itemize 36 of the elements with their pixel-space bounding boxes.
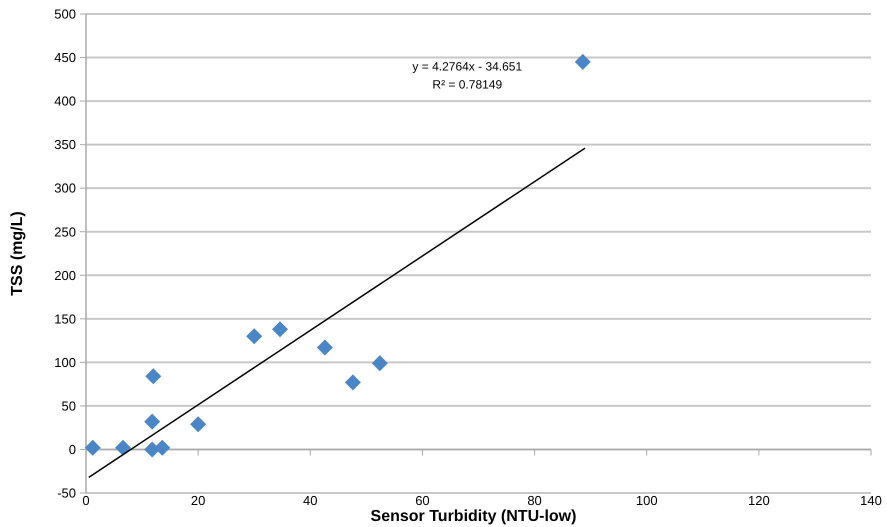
x-tick-label: 0 bbox=[82, 493, 90, 508]
y-tick-label: 300 bbox=[54, 180, 76, 196]
y-tick-label: 150 bbox=[54, 311, 76, 326]
y-tick-label: 450 bbox=[54, 50, 76, 66]
point bbox=[144, 414, 160, 430]
y-tick-label: 250 bbox=[54, 224, 76, 240]
point bbox=[272, 321, 288, 338]
point bbox=[84, 440, 101, 456]
x-axis-title: Sensor Turbidity (NTU-low) bbox=[370, 508, 576, 525]
x-tick-label: 80 bbox=[527, 493, 542, 508]
y-tick-label: 350 bbox=[54, 137, 76, 152]
point bbox=[372, 355, 388, 372]
y-axis-title: TSS (mg/L) bbox=[9, 211, 26, 296]
point bbox=[190, 416, 206, 432]
y-tick-label: 200 bbox=[54, 268, 76, 283]
y-tick-label: 400 bbox=[54, 94, 76, 109]
x-tick-label: 20 bbox=[190, 493, 206, 508]
point bbox=[154, 440, 170, 456]
x-tick-label: 60 bbox=[415, 493, 430, 508]
y-tick-label: 500 bbox=[54, 6, 76, 22]
point bbox=[574, 54, 591, 70]
point bbox=[344, 374, 361, 390]
point bbox=[316, 340, 333, 356]
point bbox=[145, 368, 162, 384]
y-tick-label: -50 bbox=[57, 486, 76, 501]
annotation: y = 4.2764x - 34.651 bbox=[412, 60, 522, 74]
point bbox=[246, 328, 262, 344]
y-tick-label: 0 bbox=[68, 442, 76, 458]
x-tick-label: 140 bbox=[860, 493, 882, 508]
annotation: R² = 0.78149 bbox=[432, 78, 502, 92]
x-tick-label: 120 bbox=[748, 493, 770, 508]
point bbox=[115, 440, 132, 456]
y-tick-label: 50 bbox=[62, 398, 76, 414]
x-tick-label: 100 bbox=[636, 493, 658, 508]
x-tick-label: 40 bbox=[303, 493, 318, 508]
y-tick-label: 100 bbox=[54, 354, 76, 370]
